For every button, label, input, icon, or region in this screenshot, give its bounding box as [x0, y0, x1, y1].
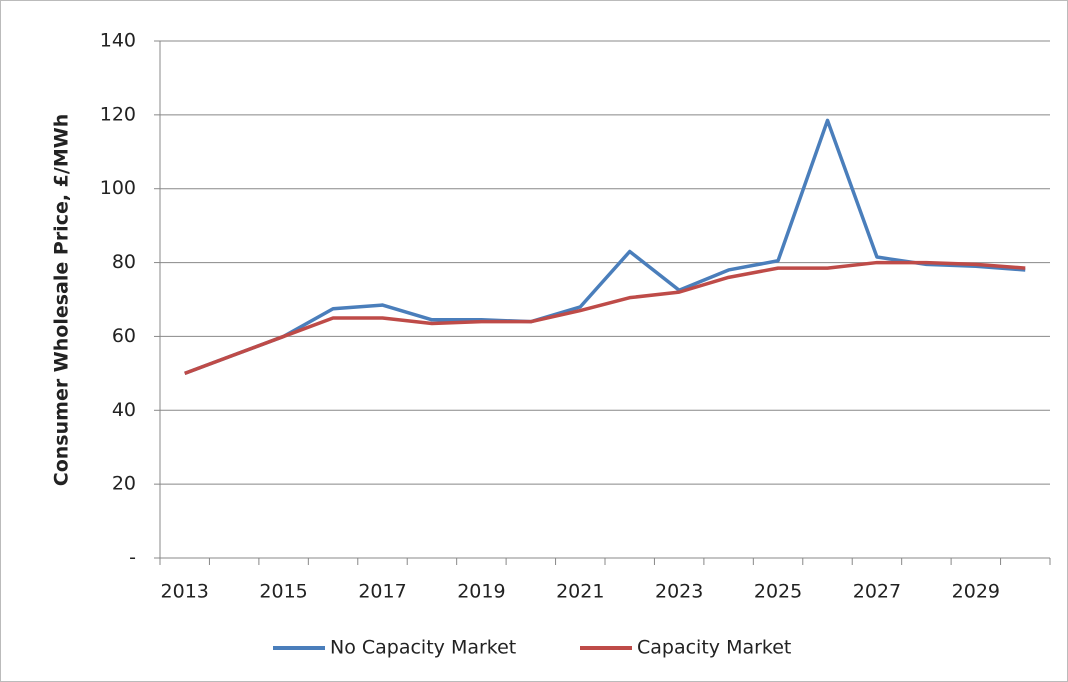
legend-label: No Capacity Market: [330, 637, 516, 659]
y-axis-title: Consumer Wholesale Price, £/MWh: [51, 114, 73, 486]
y-tick-label: 80: [112, 251, 136, 273]
legend-label: Capacity Market: [637, 637, 791, 659]
y-tick-label: 140: [100, 30, 136, 52]
x-tick-label: 2025: [754, 581, 802, 603]
y-tick-label: 60: [112, 325, 136, 347]
series-line: [184, 118, 1026, 375]
y-tick-label: 100: [100, 177, 136, 199]
y-tick-label: 20: [112, 473, 136, 495]
x-tick-label: 2021: [556, 581, 604, 603]
series-line: [184, 260, 1026, 375]
y-tick-label: 120: [100, 103, 136, 125]
x-tick-label: 2013: [161, 581, 209, 603]
x-tick-label: 2029: [952, 581, 1000, 603]
x-tick-label: 2015: [259, 581, 307, 603]
y-tick-label: 40: [112, 399, 136, 421]
x-tick-label: 2027: [853, 581, 901, 603]
y-tick-label: -: [129, 547, 136, 569]
x-tick-label: 2019: [457, 581, 505, 603]
x-tick-label: 2023: [655, 581, 703, 603]
x-tick-label: 2017: [358, 581, 406, 603]
